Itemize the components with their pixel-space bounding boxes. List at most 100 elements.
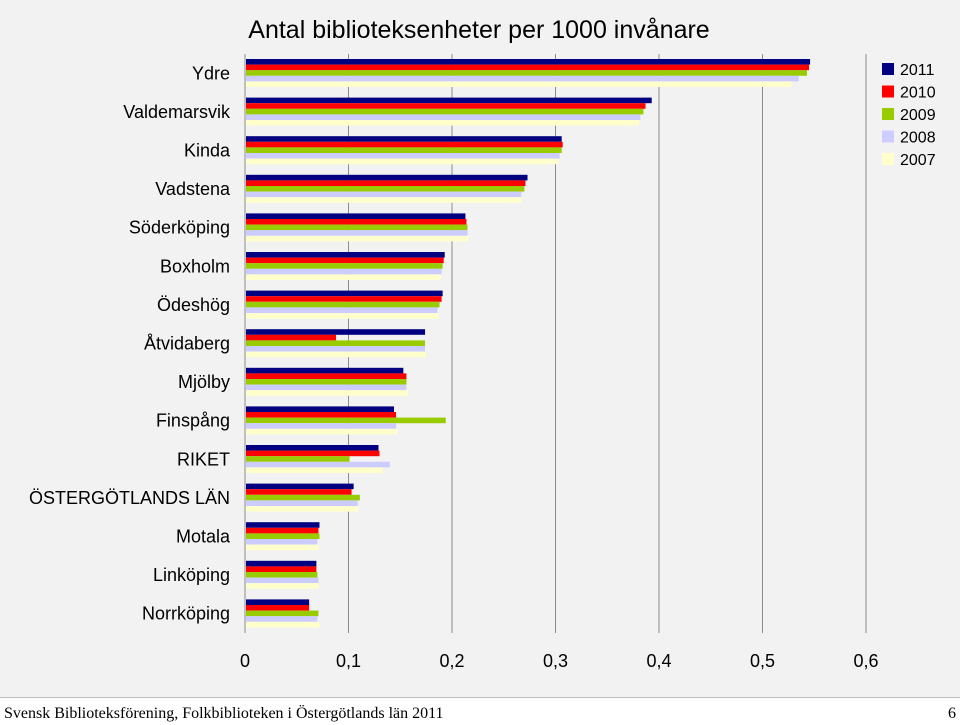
bar — [246, 340, 426, 346]
bar — [246, 136, 562, 142]
category-label: Kinda — [184, 141, 231, 161]
category-label: Ydre — [192, 63, 230, 83]
legend-swatch — [882, 130, 894, 143]
category-label: Motala — [176, 527, 231, 547]
bar — [246, 153, 560, 159]
bar — [246, 621, 320, 628]
bar — [246, 599, 310, 605]
bar — [246, 423, 397, 429]
legend-label: 2008 — [900, 130, 936, 147]
bar — [246, 527, 319, 534]
category-label: Söderköping — [129, 218, 230, 238]
bar — [246, 483, 354, 490]
bar — [246, 351, 427, 358]
bar — [246, 450, 380, 457]
chart-title: Antal biblioteksenheter per 1000 invånar… — [248, 16, 709, 44]
bar — [246, 186, 525, 192]
bar — [246, 489, 352, 495]
bar — [246, 616, 318, 622]
footer-divider — [0, 697, 960, 698]
category-label: ÖSTERGÖTLANDS LÄN — [29, 488, 230, 508]
bar — [246, 572, 318, 578]
bar — [246, 417, 446, 424]
bar — [246, 577, 319, 584]
bar — [246, 560, 317, 567]
bar-chart: Antal biblioteksenheter per 1000 invånar… — [29, 16, 936, 671]
bar — [246, 81, 792, 87]
bar — [246, 379, 407, 385]
bar — [246, 384, 407, 391]
category-labels: Ydre Valdemarsvik Kinda Vadstena Söderköping… — [29, 63, 231, 623]
bar — [246, 191, 522, 198]
bar — [246, 103, 646, 109]
bar — [246, 230, 468, 236]
bar — [246, 367, 404, 374]
bar — [246, 197, 522, 203]
x-axis-ticks: 0 0,1 0,2 0,3 0,4 0,5 0,6 — [240, 651, 879, 671]
legend: 2011 2010 2009 2008 2007 — [882, 62, 936, 169]
bar — [246, 494, 360, 501]
bar — [246, 97, 652, 104]
bar — [246, 296, 442, 302]
page-number: 6 — [948, 705, 956, 722]
category-label: Valdemarsvik — [123, 102, 231, 122]
bar — [246, 329, 426, 335]
bar — [246, 257, 444, 264]
bar — [246, 461, 390, 468]
bar — [246, 346, 426, 352]
legend-swatch — [882, 85, 894, 98]
bar — [246, 120, 640, 126]
legend-label: 2010 — [900, 85, 936, 102]
legend-label: 2011 — [900, 62, 935, 79]
category-label: Mjölby — [178, 372, 230, 392]
bar — [246, 373, 407, 379]
bar — [246, 224, 468, 231]
bar — [246, 70, 807, 76]
legend-label: 2009 — [900, 107, 936, 124]
bar — [246, 583, 319, 589]
bar — [246, 307, 438, 313]
bar — [246, 252, 445, 258]
x-tick-label: 0,4 — [646, 651, 671, 671]
bar — [246, 147, 562, 153]
bar — [246, 539, 318, 545]
bar — [246, 412, 397, 418]
bar — [246, 174, 528, 181]
legend-swatch — [882, 153, 894, 165]
bar — [246, 456, 350, 462]
bar — [246, 64, 810, 71]
x-tick-label: 0,2 — [439, 651, 464, 671]
bar — [246, 390, 409, 396]
bar — [246, 467, 383, 473]
x-tick-label: 0,5 — [750, 651, 775, 671]
bar — [246, 75, 799, 82]
bar — [246, 108, 644, 115]
bar — [246, 334, 337, 341]
category-label: Vadstena — [155, 179, 231, 199]
legend-swatch — [882, 63, 894, 75]
bar — [246, 268, 442, 275]
x-tick-label: 0,6 — [853, 651, 878, 671]
chart-slide: Antal biblioteksenheter per 1000 invånar… — [0, 0, 960, 697]
bar — [246, 428, 398, 435]
bar — [246, 566, 317, 572]
bar — [246, 180, 526, 186]
category-label: Ödeshög — [157, 295, 230, 315]
bar — [246, 406, 395, 412]
x-tick-label: 0 — [240, 651, 250, 671]
bar — [246, 290, 443, 297]
bar — [246, 274, 441, 280]
bar — [246, 219, 467, 225]
category-label: Finspång — [156, 411, 230, 431]
bar — [246, 235, 469, 242]
bar — [246, 313, 439, 319]
bar — [246, 263, 443, 269]
category-label: Åtvidaberg — [144, 334, 230, 354]
bar — [246, 301, 440, 308]
bar — [246, 59, 811, 65]
bar — [246, 522, 320, 528]
x-tick-label: 0,1 — [336, 651, 361, 671]
bar — [246, 158, 559, 165]
bar — [246, 500, 358, 506]
bar — [246, 605, 310, 611]
